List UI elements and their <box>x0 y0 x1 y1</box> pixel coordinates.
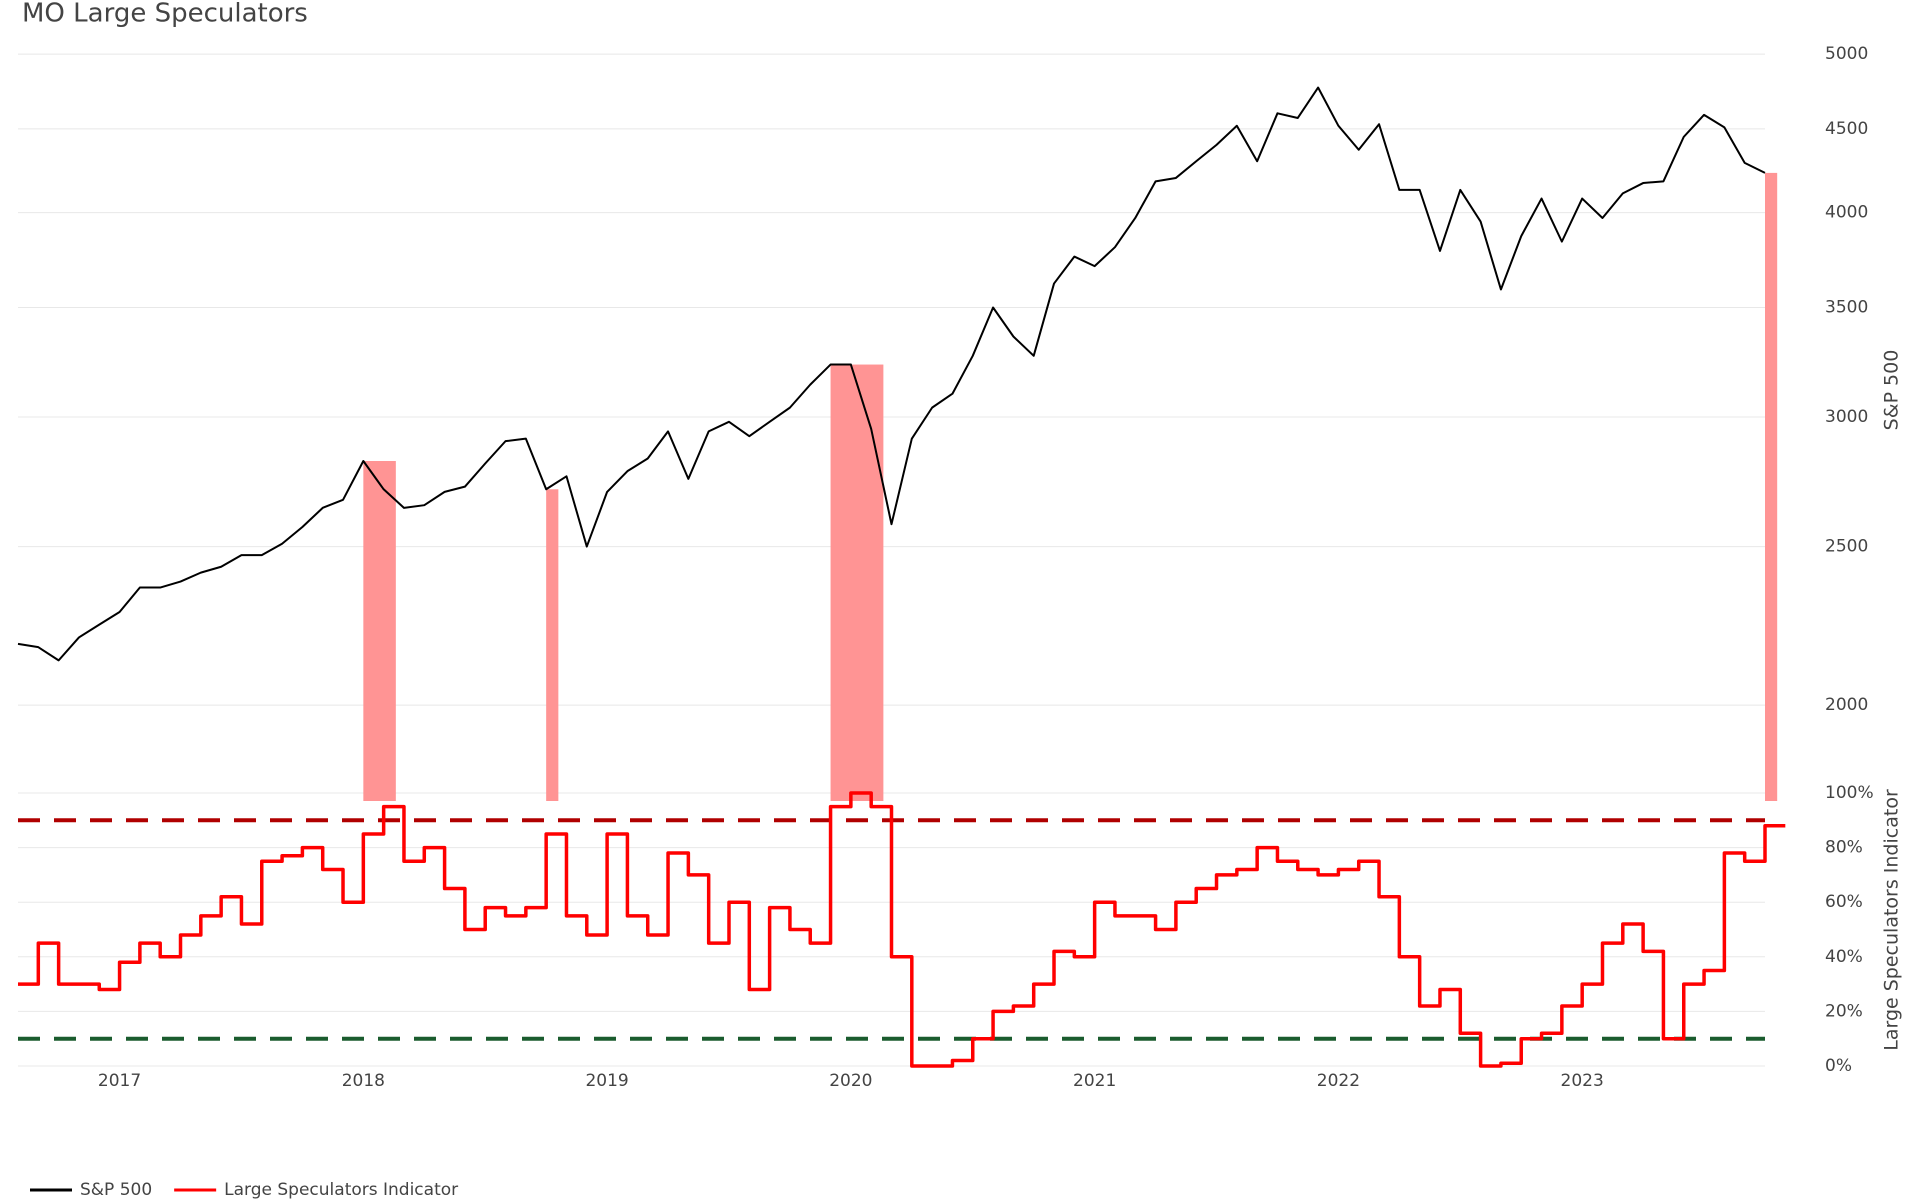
y2-tick-label: 20% <box>1825 1001 1863 1021</box>
chart-title: MO Large Speculators <box>22 0 308 29</box>
y2-tick-label: 40% <box>1825 947 1863 967</box>
series-line <box>18 791 1786 1068</box>
highlight <box>546 489 559 801</box>
x-tick-label: 2023 <box>1561 1071 1604 1091</box>
y2-axis-title: Large Speculators Indicator <box>1881 789 1903 1051</box>
y-tick-label: 3000 <box>1825 407 1868 427</box>
x-tick-label: 2018 <box>342 1071 385 1091</box>
y2-tick-label: 80% <box>1825 838 1863 858</box>
legend-label: S&P 500 <box>80 1180 152 1200</box>
x-tick-label: 2021 <box>1073 1071 1116 1091</box>
x-tick-label: 2020 <box>829 1071 872 1091</box>
y-tick-label: 4500 <box>1825 119 1868 139</box>
y-tick-label: 5000 <box>1825 44 1868 64</box>
y-tick-label: 2500 <box>1825 537 1868 557</box>
y-tick-label: 3500 <box>1825 298 1868 318</box>
y-tick-label: 4000 <box>1825 203 1868 223</box>
y-tick-label: 2000 <box>1825 695 1868 715</box>
legend-label: Large Speculators Indicator <box>224 1180 458 1200</box>
x-tick-label: 2022 <box>1317 1071 1360 1091</box>
series-line <box>17 86 1766 662</box>
highlight <box>363 461 396 801</box>
highlight <box>1765 172 1778 801</box>
y-axis-title: S&P 500 <box>1881 350 1903 431</box>
y2-tick-label: 60% <box>1825 892 1863 912</box>
y2-tick-label: 100% <box>1825 783 1874 803</box>
x-tick-label: 2019 <box>585 1071 628 1091</box>
x-tick-label: 2017 <box>98 1071 141 1091</box>
highlight <box>830 364 884 801</box>
y2-tick-label: 0% <box>1825 1056 1852 1076</box>
